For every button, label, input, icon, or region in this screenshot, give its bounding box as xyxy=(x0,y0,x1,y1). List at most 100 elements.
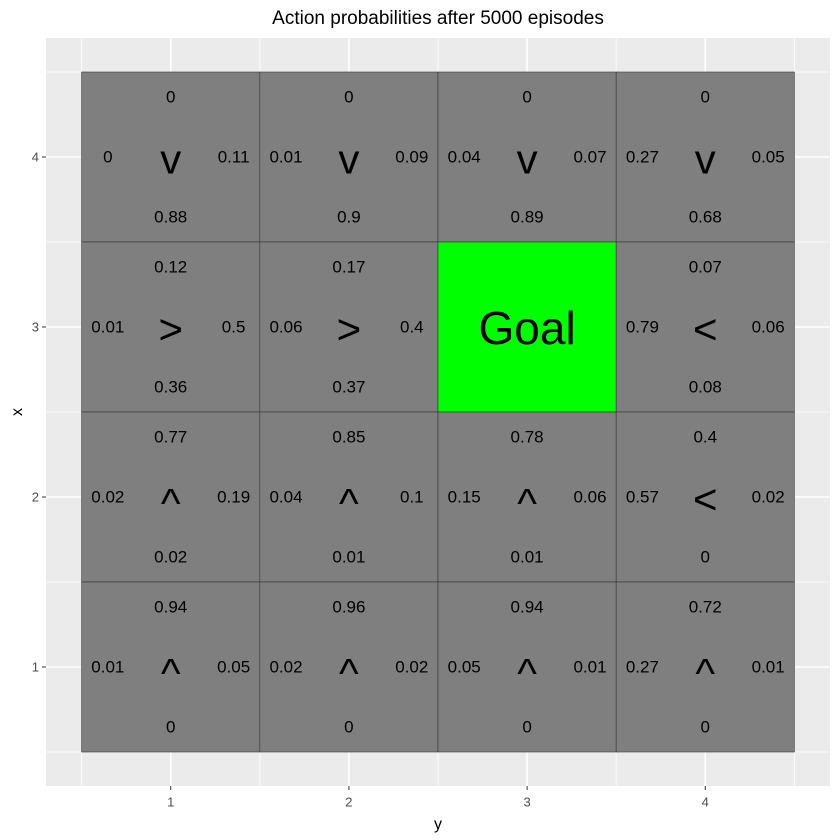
policy-arrow: ^ xyxy=(161,480,181,527)
prob-right-label: 0.19 xyxy=(217,488,250,507)
prob-left-label: 0.27 xyxy=(626,148,659,167)
grid-cell xyxy=(259,71,439,243)
x-tick-label: 4 xyxy=(702,795,709,810)
x-tick-label: 2 xyxy=(345,795,352,810)
prob-up-label: 0.72 xyxy=(689,597,722,616)
policy-arrow: ^ xyxy=(339,480,359,527)
y-axis: 1 2 3 4 xyxy=(32,150,46,675)
prob-left-label: 0.79 xyxy=(626,318,659,337)
policy-arrow: v xyxy=(338,136,359,183)
prob-left-label: 0.06 xyxy=(269,318,302,337)
x-axis-title: y xyxy=(434,816,442,833)
prob-right-label: 0.06 xyxy=(752,318,785,337)
policy-arrow: ^ xyxy=(517,650,537,697)
grid-cell xyxy=(615,411,795,583)
prob-right-label: 0.07 xyxy=(573,148,606,167)
policy-arrow: v xyxy=(160,136,181,183)
prob-down-label: 0.02 xyxy=(154,548,187,567)
prob-right-label: 0.4 xyxy=(400,318,424,337)
prob-right-label: 0.05 xyxy=(752,148,785,167)
prob-up-label: 0.96 xyxy=(332,597,365,616)
prob-left-label: 0.01 xyxy=(269,148,302,167)
grid-cell xyxy=(259,411,439,583)
prob-left-label: 0 xyxy=(103,148,112,167)
x-tick-label: 1 xyxy=(167,795,174,810)
prob-up-label: 0.78 xyxy=(511,427,544,446)
y-axis-title: x xyxy=(9,408,26,416)
prob-left-label: 0.02 xyxy=(269,658,302,677)
prob-down-label: 0 xyxy=(344,718,353,737)
prob-down-label: 0.89 xyxy=(511,208,544,227)
prob-down-label: 0.68 xyxy=(689,208,722,227)
prob-left-label: 0.27 xyxy=(626,658,659,677)
x-axis: 1 2 3 4 xyxy=(167,786,709,810)
policy-arrow: ^ xyxy=(695,650,715,697)
prob-down-label: 0 xyxy=(701,718,710,737)
grid-cell xyxy=(81,411,261,583)
prob-up-label: 0 xyxy=(522,87,531,106)
prob-up-label: 0 xyxy=(344,87,353,106)
policy-arrow: v xyxy=(517,136,538,183)
prob-down-label: 0 xyxy=(522,718,531,737)
prob-left-label: 0.01 xyxy=(91,318,124,337)
prob-up-label: 0.07 xyxy=(689,257,722,276)
grid-cell xyxy=(437,581,617,753)
prob-up-label: 0 xyxy=(701,87,710,106)
prob-left-label: 0.05 xyxy=(448,658,481,677)
prob-left-label: 0.02 xyxy=(91,488,124,507)
grid-cell xyxy=(615,241,795,413)
prob-down-label: 0.08 xyxy=(689,378,722,397)
grid-cell xyxy=(437,71,617,243)
prob-right-label: 0.01 xyxy=(573,658,606,677)
prob-up-label: 0 xyxy=(166,87,175,106)
x-tick-label: 3 xyxy=(523,795,530,810)
prob-right-label: 0.05 xyxy=(217,658,250,677)
prob-left-label: 0.57 xyxy=(626,488,659,507)
prob-right-label: 0.02 xyxy=(752,488,785,507)
prob-down-label: 0.37 xyxy=(332,378,365,397)
prob-up-label: 0.17 xyxy=(332,257,365,276)
prob-down-label: 0.36 xyxy=(154,378,187,397)
prob-left-label: 0.01 xyxy=(91,658,124,677)
y-tick-label: 1 xyxy=(32,660,39,675)
prob-up-label: 0.94 xyxy=(511,597,544,616)
goal-label: Goal xyxy=(479,302,576,354)
prob-down-label: 0 xyxy=(701,548,710,567)
policy-arrow: > xyxy=(337,306,362,353)
prob-right-label: 0.09 xyxy=(395,148,428,167)
grid-cell xyxy=(81,581,261,753)
policy-arrow: < xyxy=(693,476,718,523)
policy-arrow: < xyxy=(693,306,718,353)
policy-arrow: v xyxy=(695,136,716,183)
prob-down-label: 0.88 xyxy=(154,208,187,227)
prob-up-label: 0.4 xyxy=(693,427,717,446)
prob-right-label: 0.01 xyxy=(752,658,785,677)
prob-down-label: 0.01 xyxy=(511,548,544,567)
prob-left-label: 0.15 xyxy=(448,488,481,507)
prob-right-label: 0.5 xyxy=(222,318,246,337)
policy-arrow: ^ xyxy=(517,480,537,527)
grid-cell xyxy=(81,241,261,413)
grid-cell xyxy=(437,411,617,583)
prob-left-label: 0.04 xyxy=(448,148,481,167)
policy-arrow: ^ xyxy=(161,650,181,697)
prob-down-label: 0 xyxy=(166,718,175,737)
y-tick-label: 3 xyxy=(32,320,39,335)
y-tick-label: 4 xyxy=(32,150,39,165)
prob-down-label: 0.01 xyxy=(332,548,365,567)
grid-cell xyxy=(615,581,795,753)
chart-title: Action probabilities after 5000 episodes xyxy=(272,8,604,29)
prob-up-label: 0.77 xyxy=(154,427,187,446)
policy-arrow: ^ xyxy=(339,650,359,697)
prob-up-label: 0.94 xyxy=(154,597,187,616)
grid-cell xyxy=(615,71,795,243)
y-tick-label: 2 xyxy=(32,490,39,505)
prob-left-label: 0.04 xyxy=(269,488,302,507)
prob-up-label: 0.12 xyxy=(154,257,187,276)
grid-cell xyxy=(259,581,439,753)
prob-right-label: 0.11 xyxy=(218,148,250,167)
prob-right-label: 0.02 xyxy=(395,658,428,677)
policy-arrow: > xyxy=(158,306,183,353)
prob-down-label: 0.9 xyxy=(337,208,361,227)
